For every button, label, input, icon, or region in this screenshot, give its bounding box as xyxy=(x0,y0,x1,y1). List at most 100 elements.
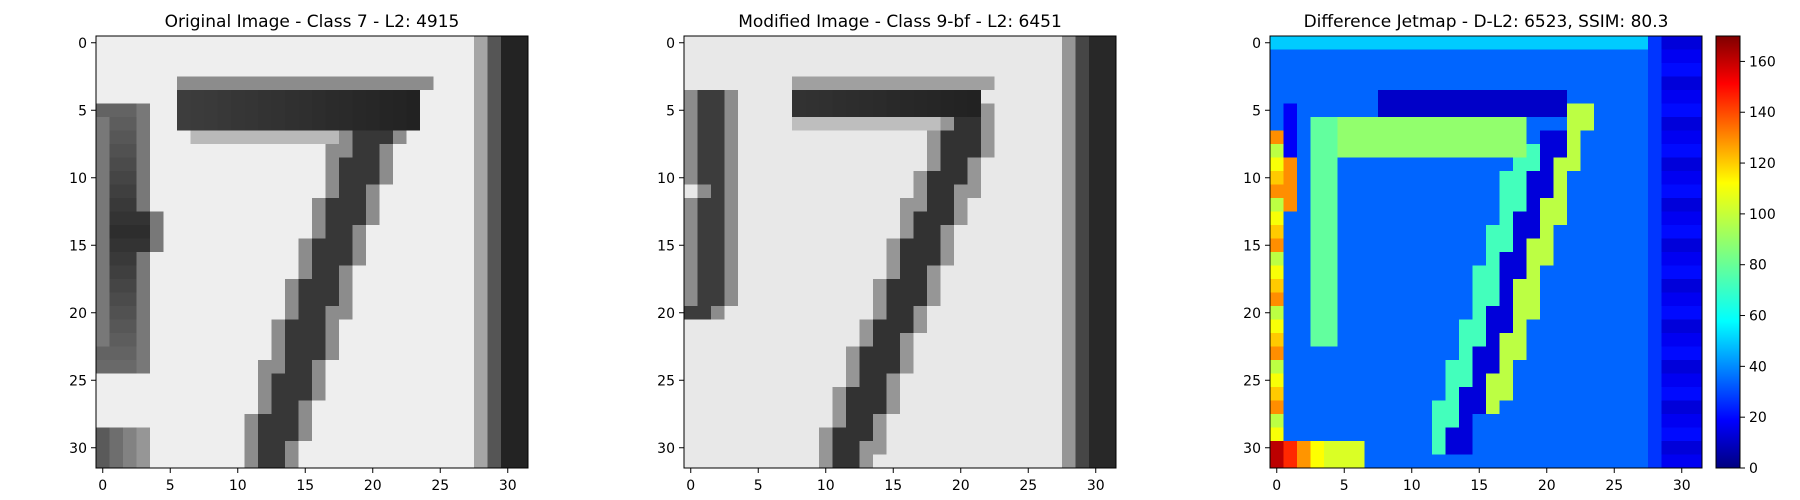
original-cell xyxy=(258,49,272,64)
original-cell xyxy=(433,265,448,280)
difference-cell xyxy=(1283,76,1298,91)
modified-cell xyxy=(940,306,955,320)
original-cell xyxy=(433,171,448,185)
difference-cell xyxy=(1634,76,1649,91)
difference-cell xyxy=(1513,90,1527,104)
modified-cell xyxy=(981,319,995,334)
modified-cell xyxy=(846,117,860,131)
original-cell xyxy=(244,36,259,50)
difference-cell xyxy=(1445,238,1460,253)
modified-cell xyxy=(1048,36,1063,50)
modified-cell xyxy=(805,49,820,64)
difference-cell xyxy=(1270,441,1284,455)
difference-cell xyxy=(1513,198,1527,212)
modified-cell xyxy=(1102,90,1117,104)
difference-cell xyxy=(1364,400,1379,415)
modified-cell xyxy=(778,373,793,388)
original-cell xyxy=(271,90,286,104)
modified-cell xyxy=(1089,454,1103,469)
modified-cell xyxy=(805,252,820,266)
difference-cell xyxy=(1445,117,1460,131)
modified-cell xyxy=(927,157,941,172)
original-cell xyxy=(366,333,380,347)
original-cell xyxy=(420,76,434,91)
modified-cell xyxy=(724,346,739,361)
difference-cell xyxy=(1472,63,1487,77)
modified-cell xyxy=(819,360,833,374)
modified-cell xyxy=(940,414,955,428)
difference-cell xyxy=(1405,63,1419,77)
original-cell xyxy=(258,117,272,131)
original-cell xyxy=(406,265,421,280)
difference-cell xyxy=(1472,103,1487,118)
difference-cell xyxy=(1351,49,1365,64)
difference-cell xyxy=(1594,319,1608,334)
modified-cell xyxy=(1035,400,1049,415)
modified-cell xyxy=(967,117,982,131)
modified-cell xyxy=(697,184,712,199)
difference-cell xyxy=(1351,76,1365,91)
original-cell xyxy=(447,427,461,442)
original-cell xyxy=(231,130,245,145)
modified-cell xyxy=(1089,103,1103,118)
original-cell xyxy=(393,387,407,401)
original-cell xyxy=(420,441,434,455)
difference-cell xyxy=(1675,49,1689,64)
difference-cell xyxy=(1324,238,1338,253)
modified-cell xyxy=(1075,319,1090,334)
modified-cell xyxy=(913,130,928,145)
modified-cell xyxy=(697,117,712,131)
difference-cell xyxy=(1297,90,1311,104)
difference-cell xyxy=(1391,36,1406,50)
modified-cell xyxy=(724,454,739,469)
modified-cell xyxy=(765,373,779,388)
original-cell xyxy=(271,130,286,145)
difference-cell xyxy=(1580,76,1595,91)
difference-cell xyxy=(1553,117,1568,131)
original-cell xyxy=(123,441,137,455)
modified-cell xyxy=(954,130,968,145)
original-cell xyxy=(285,373,299,388)
difference-cell xyxy=(1540,171,1554,185)
original-cell xyxy=(244,252,259,266)
modified-cell xyxy=(927,414,941,428)
modified-cell xyxy=(886,157,901,172)
difference-cell xyxy=(1418,346,1433,361)
modified-cell xyxy=(846,130,860,145)
difference-cell xyxy=(1391,184,1406,199)
difference-cell xyxy=(1283,279,1298,293)
original-cell xyxy=(339,387,353,401)
modified-cell xyxy=(1062,387,1076,401)
difference-cell xyxy=(1297,36,1311,50)
difference-cell xyxy=(1661,238,1676,253)
modified-cell xyxy=(846,306,860,320)
difference-cell xyxy=(1364,171,1379,185)
original-cell xyxy=(420,225,434,239)
modified-cell xyxy=(765,238,779,253)
original-cell xyxy=(136,225,151,239)
modified-cell xyxy=(1035,373,1049,388)
modified-cell xyxy=(846,198,860,212)
original-cell xyxy=(285,238,299,253)
modified-cell xyxy=(981,373,995,388)
original-cell xyxy=(501,130,515,145)
difference-cell xyxy=(1486,360,1500,374)
difference-cell xyxy=(1526,198,1541,212)
modified-cell xyxy=(954,346,968,361)
difference-cell xyxy=(1526,36,1541,50)
original-cell xyxy=(190,387,205,401)
difference-cell xyxy=(1459,157,1473,172)
modified-cell xyxy=(1102,319,1117,334)
original-cell xyxy=(514,454,529,469)
difference-cell xyxy=(1337,117,1352,131)
modified-cell xyxy=(927,144,941,158)
difference-cell xyxy=(1688,76,1703,91)
original-cell xyxy=(325,198,340,212)
difference-cell xyxy=(1634,400,1649,415)
modified-cell xyxy=(846,454,860,469)
difference-cell xyxy=(1445,225,1460,239)
original-cell xyxy=(123,225,137,239)
modified-cell xyxy=(1102,225,1117,239)
difference-cell xyxy=(1418,400,1433,415)
